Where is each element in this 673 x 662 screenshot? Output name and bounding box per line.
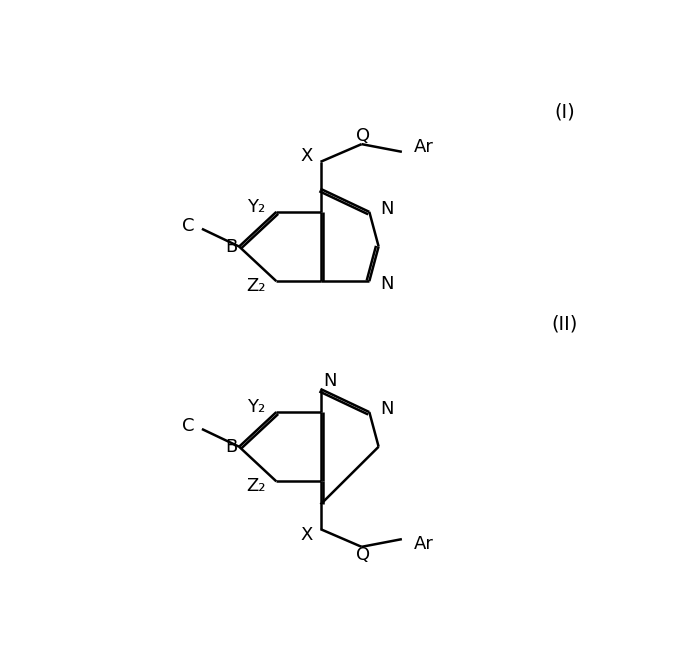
Text: (II): (II) xyxy=(551,314,578,333)
Text: N: N xyxy=(324,372,337,391)
Text: X: X xyxy=(300,147,313,165)
Text: Ar: Ar xyxy=(415,535,434,553)
Text: Q: Q xyxy=(356,545,370,563)
Text: Z₂: Z₂ xyxy=(246,277,265,295)
Text: Z₂: Z₂ xyxy=(246,477,265,495)
Text: N: N xyxy=(380,400,394,418)
Text: Q: Q xyxy=(356,127,370,146)
Text: B: B xyxy=(225,238,238,256)
Text: C: C xyxy=(182,216,194,235)
Text: Y₂: Y₂ xyxy=(247,399,265,416)
Text: N: N xyxy=(380,275,394,293)
Text: C: C xyxy=(182,417,194,435)
Text: N: N xyxy=(380,200,394,218)
Text: Ar: Ar xyxy=(415,138,434,156)
Text: X: X xyxy=(300,526,313,544)
Text: (I): (I) xyxy=(555,103,575,121)
Text: Y₂: Y₂ xyxy=(247,198,265,216)
Text: B: B xyxy=(225,438,238,455)
